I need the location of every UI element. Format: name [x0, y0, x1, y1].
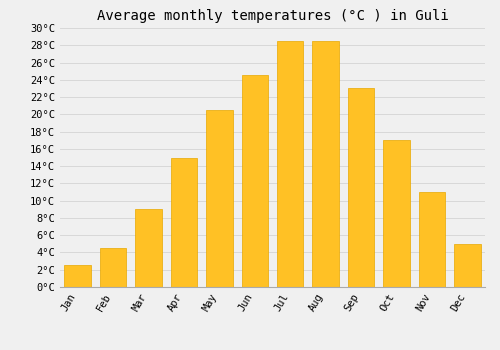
- Bar: [100, 248, 126, 287]
- Bar: [170, 158, 197, 287]
- Bar: [64, 265, 91, 287]
- Bar: [242, 76, 268, 287]
- Bar: [206, 110, 233, 287]
- Bar: [312, 41, 339, 287]
- Bar: [383, 140, 409, 287]
- Bar: [277, 41, 303, 287]
- Bar: [348, 89, 374, 287]
- Bar: [136, 209, 162, 287]
- Bar: [454, 244, 480, 287]
- Title: Average monthly temperatures (°C ) in Guli: Average monthly temperatures (°C ) in Gu…: [96, 9, 448, 23]
- Bar: [418, 192, 445, 287]
